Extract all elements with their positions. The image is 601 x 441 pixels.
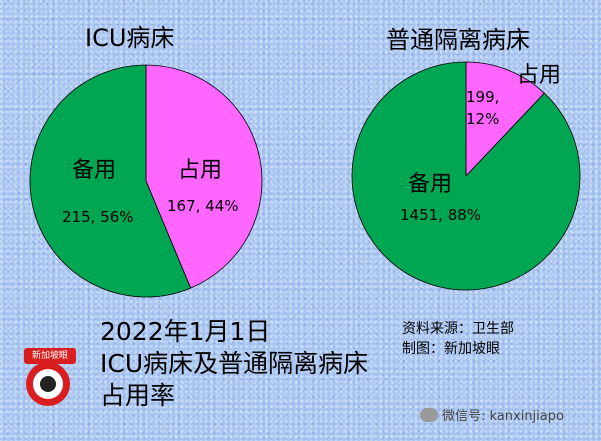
logo-ring: [26, 362, 70, 406]
wechat-watermark: 微信号: kanxinjiapo: [420, 405, 564, 424]
slice-isolation-spare: [351, 61, 581, 291]
slice-label-icu-occupied: 占用: [178, 158, 223, 183]
footer-title: ICU病床及普通隔离病床: [100, 349, 369, 378]
data-label-icu-occupied: 167, 44%: [167, 197, 239, 215]
pie-chart-icu: [29, 64, 263, 298]
slice-label-isolation-spare: 备用: [408, 172, 453, 197]
wechat-icon: [420, 407, 438, 422]
slice-label-icu-spare: 备用: [72, 158, 117, 183]
data-label-isolation-spare: 1451, 88%: [400, 206, 482, 224]
source-line: 资料来源：卫生部: [402, 321, 514, 337]
slice-icu-occupied: [145, 64, 263, 289]
pie-chart-isolation: [351, 61, 581, 291]
chart-title-isolation: 普通隔离病床: [386, 26, 530, 54]
credit-line: 制图：新加坡眼: [402, 341, 500, 357]
data-label-isolation-occupied: 199, 12%: [466, 88, 500, 128]
logo-badge: 新加坡眼: [24, 348, 76, 364]
wechat-id: 微信号: kanxinjiapo: [442, 409, 564, 424]
eye-icon: [40, 376, 56, 392]
footer-subtitle: 占用率: [100, 381, 176, 410]
slice-isolation-occupied: [465, 61, 545, 178]
chart-title-icu: ICU病床: [85, 24, 175, 52]
footer-date: 2022年1月1日: [100, 317, 271, 346]
slice-icu-spare: [29, 64, 192, 298]
slice-label-isolation-occupied: 占用: [517, 63, 562, 88]
logo-eye-icon: 新加坡眼: [18, 348, 80, 414]
data-label-icu-spare: 215, 56%: [62, 208, 134, 226]
